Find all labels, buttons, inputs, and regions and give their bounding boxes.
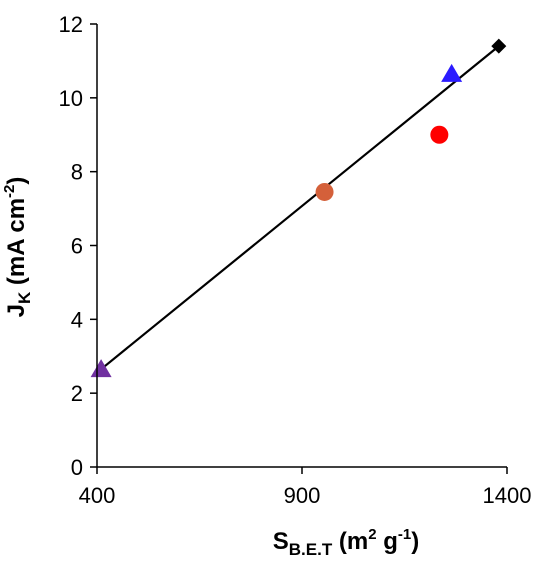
- y-tick-label: 8: [71, 160, 83, 185]
- data-point-triangle: [90, 359, 112, 378]
- x-tick-label: 900: [284, 483, 321, 508]
- data-point-circle: [315, 182, 334, 201]
- y-tick-label: 2: [71, 381, 83, 406]
- y-tick-label: 0: [71, 455, 83, 480]
- y-tick-label: 12: [59, 12, 83, 37]
- y-tick-label: 4: [71, 307, 83, 332]
- trendline: [100, 45, 500, 371]
- x-axis-title: SB.E.T (m2 g-1): [273, 526, 419, 559]
- data-point-diamond: [491, 38, 507, 54]
- data-point-triangle: [441, 63, 463, 82]
- data-point-circle: [430, 125, 449, 144]
- plot-area: [90, 38, 507, 378]
- x-tick-label: 400: [79, 483, 116, 508]
- y-tick-label: 6: [71, 234, 83, 259]
- y-axis-title: JK (mA cm-2): [1, 177, 34, 318]
- axes: 0 2 4 6 8 10 12 400 900 1400: [59, 12, 532, 508]
- y-tick-label: 10: [59, 86, 83, 111]
- x-tick-label: 1400: [483, 483, 532, 508]
